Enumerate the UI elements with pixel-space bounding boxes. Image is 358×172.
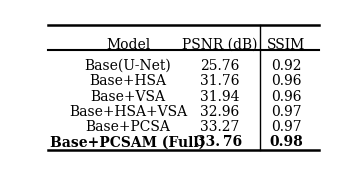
Text: Base+PCSAM (Full): Base+PCSAM (Full) (50, 135, 205, 149)
Text: Base(U-Net): Base(U-Net) (84, 59, 171, 73)
Text: 33.27: 33.27 (200, 120, 239, 134)
Text: Base+VSA: Base+VSA (91, 89, 165, 104)
Text: PSNR (dB): PSNR (dB) (182, 38, 257, 52)
Text: Base+PCSA: Base+PCSA (86, 120, 170, 134)
Text: 31.94: 31.94 (200, 89, 239, 104)
Text: 0.96: 0.96 (271, 89, 301, 104)
Text: 25.76: 25.76 (200, 59, 239, 73)
Text: 0.97: 0.97 (271, 105, 301, 119)
Text: 32.96: 32.96 (200, 105, 239, 119)
Text: Base+HSA+VSA: Base+HSA+VSA (69, 105, 187, 119)
Text: Model: Model (106, 38, 150, 52)
Text: 0.96: 0.96 (271, 74, 301, 88)
Text: 0.97: 0.97 (271, 120, 301, 134)
Text: 33. 76: 33. 76 (197, 135, 243, 149)
Text: 0.92: 0.92 (271, 59, 301, 73)
Text: Base+HSA: Base+HSA (90, 74, 166, 88)
Text: 31.76: 31.76 (200, 74, 239, 88)
Text: SSIM: SSIM (267, 38, 305, 52)
Text: 0.98: 0.98 (269, 135, 303, 149)
